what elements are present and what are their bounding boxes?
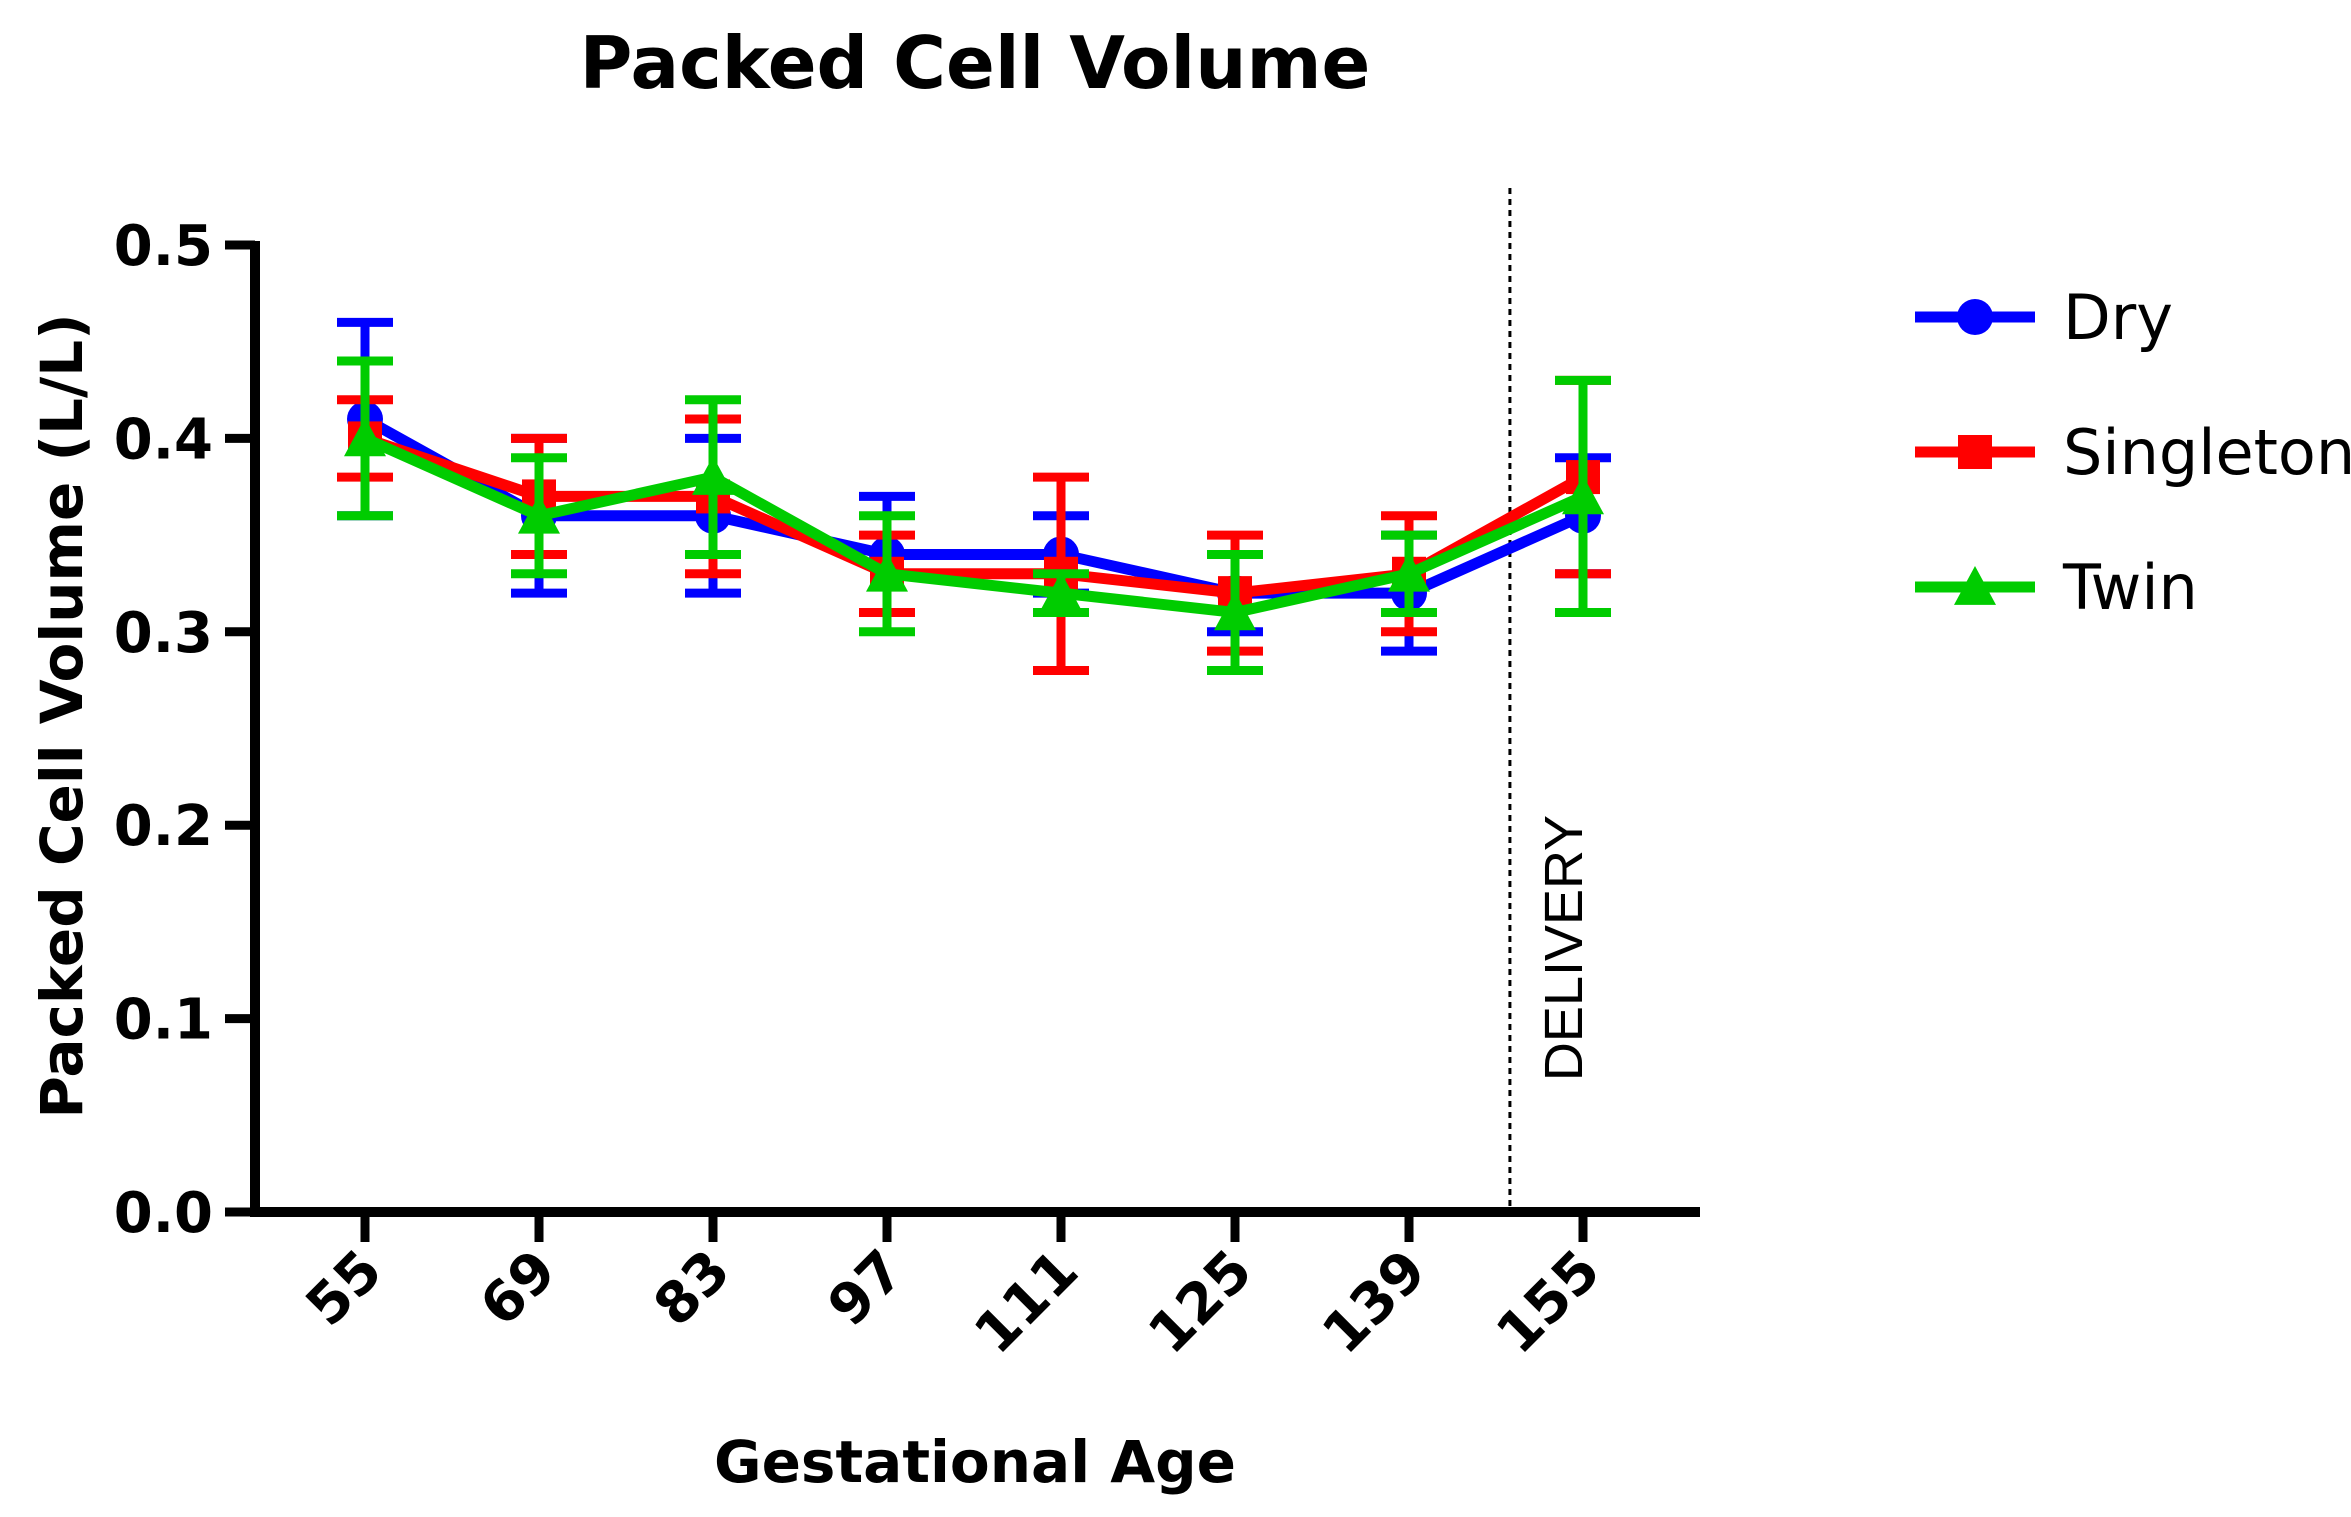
legend-marker bbox=[1958, 435, 1992, 469]
legend-marker bbox=[1954, 566, 1996, 605]
series-twin bbox=[337, 356, 1611, 675]
legend-item-twin: Twin bbox=[1915, 551, 2198, 624]
twin-point bbox=[692, 456, 734, 495]
chart-title: Packed Cell Volume bbox=[580, 21, 1371, 105]
x-tick-label: 83 bbox=[642, 1238, 743, 1339]
x-tick-label: 139 bbox=[1310, 1238, 1439, 1367]
axes: 0.0 0.1 0.2 0.3 0.4 0.5 55 69 83 97 111 125 139 155 bbox=[114, 214, 1700, 1367]
legend-item-dry: Dry bbox=[1915, 281, 2173, 354]
series-group bbox=[337, 317, 1611, 675]
delivery-label: DELIVERY bbox=[1534, 815, 1594, 1081]
dry-line bbox=[362, 414, 1586, 599]
twin-point bbox=[518, 494, 560, 534]
twin-point bbox=[1040, 572, 1082, 611]
legend: Dry Singleton Twin bbox=[1915, 281, 2351, 624]
twin-point bbox=[866, 552, 908, 592]
y-tick-label: 0.4 bbox=[114, 407, 213, 472]
x-tick-label: 125 bbox=[1136, 1238, 1265, 1367]
x-tick-label: 155 bbox=[1484, 1238, 1613, 1367]
y-tick-label: 0.0 bbox=[114, 1181, 213, 1246]
legend-marker bbox=[1957, 299, 1993, 335]
y-tick-label: 0.3 bbox=[114, 601, 213, 666]
twin-line bbox=[362, 433, 1586, 618]
twin-point bbox=[1562, 475, 1604, 515]
x-axis-label: Gestational Age bbox=[714, 1428, 1236, 1496]
y-tick-label: 0.1 bbox=[114, 988, 213, 1053]
x-tick-label: 69 bbox=[468, 1238, 569, 1339]
y-axis-label: Packed Cell Volume (L/L) bbox=[28, 313, 96, 1118]
y-tick-label: 0.2 bbox=[114, 794, 213, 859]
x-tick-label: 111 bbox=[962, 1238, 1091, 1367]
legend-label: Singleton bbox=[2063, 416, 2351, 489]
x-tick-label: 55 bbox=[294, 1238, 395, 1339]
legend-label: Dry bbox=[2063, 281, 2173, 354]
delivery-annotation: DELIVERY bbox=[1508, 188, 1594, 1208]
y-tick-label: 0.5 bbox=[114, 214, 213, 279]
twin-point bbox=[1214, 591, 1256, 631]
x-tick-label: 97 bbox=[816, 1238, 917, 1339]
twin-point bbox=[344, 417, 386, 457]
legend-label: Twin bbox=[2062, 551, 2198, 624]
twin-point bbox=[1388, 552, 1430, 592]
legend-item-singleton: Singleton bbox=[1915, 416, 2351, 489]
